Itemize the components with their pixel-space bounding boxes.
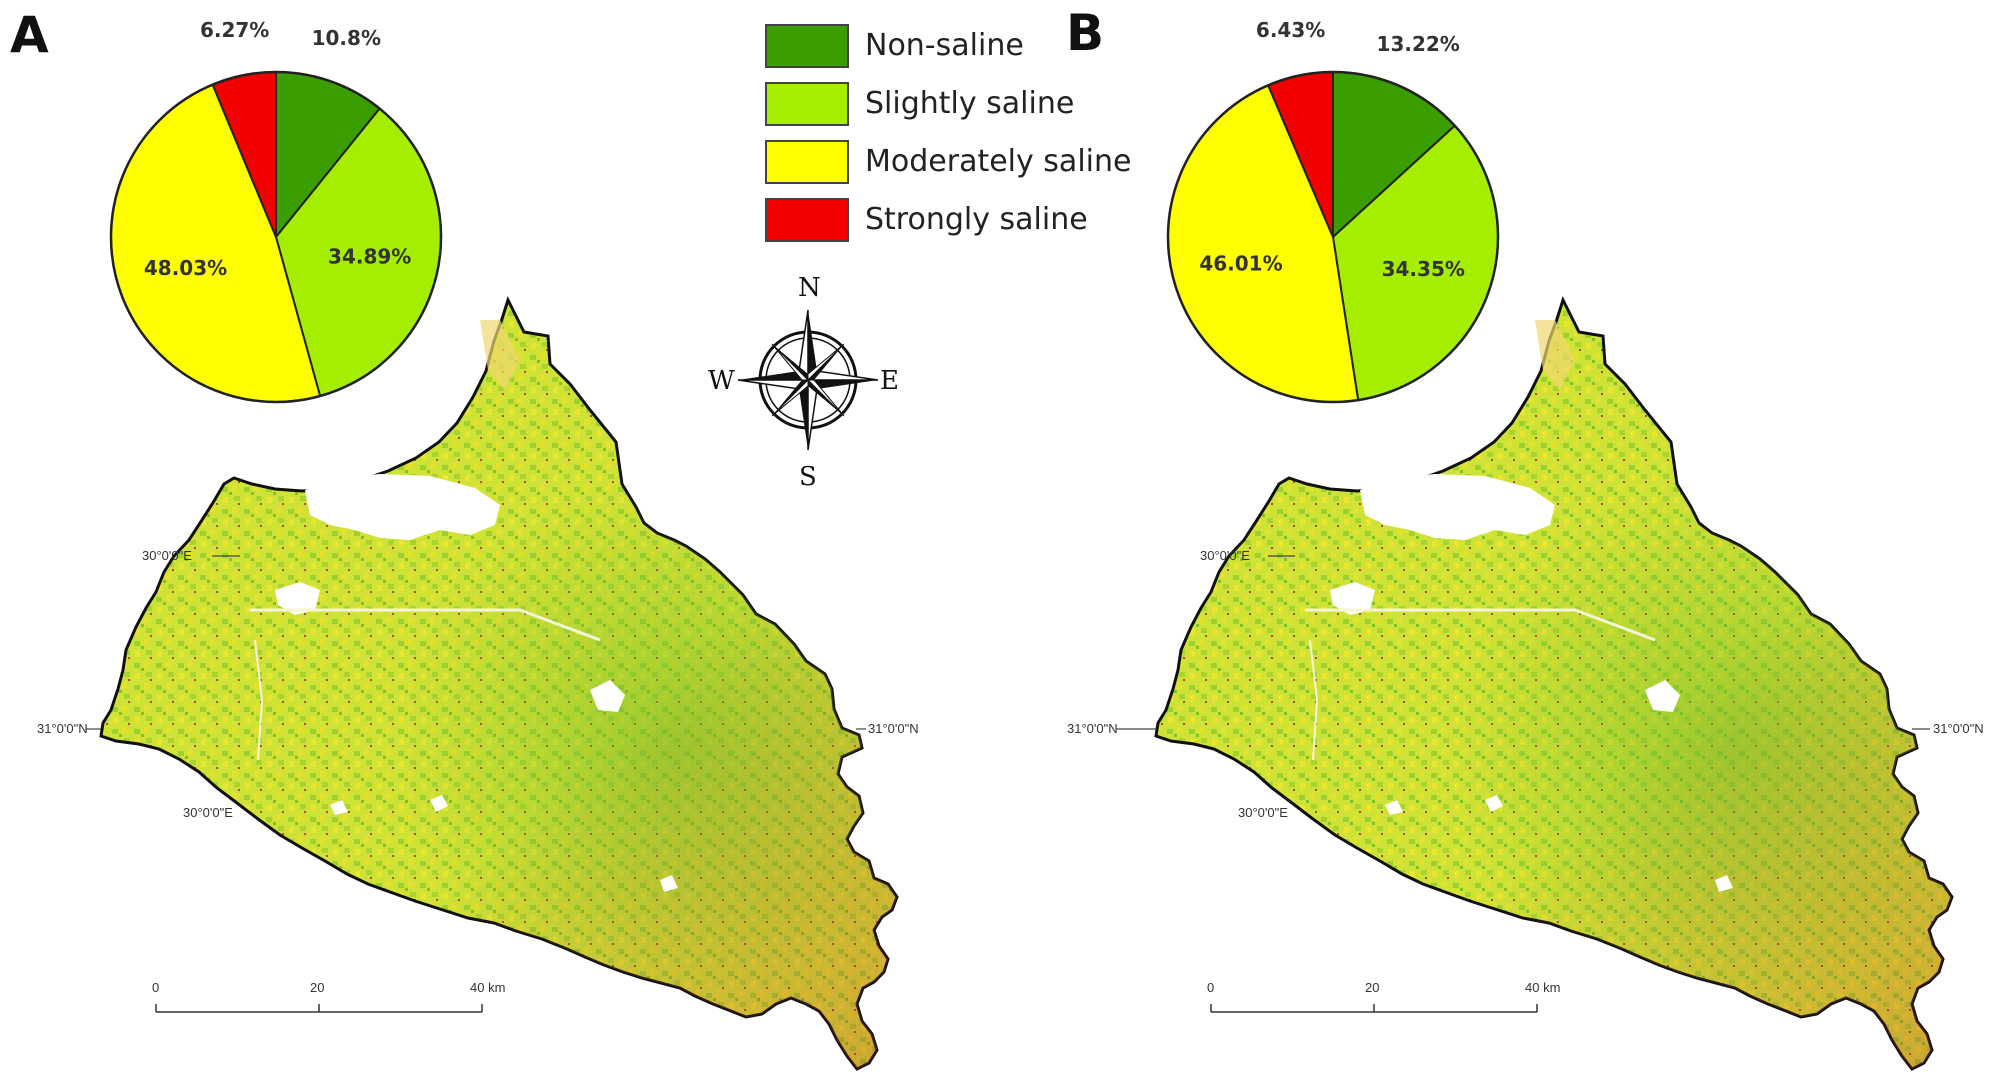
scale-tick-label: 0 <box>152 980 159 995</box>
scale-tick-label: 0 <box>1207 980 1214 995</box>
legend-swatch <box>765 82 849 126</box>
legend-label: Non-saline <box>865 28 1024 63</box>
latitude-label: 31°0'0"N <box>868 721 919 736</box>
scale-tick-label: 20 <box>310 980 324 995</box>
graticule-labels: 30°0'0"E 31°0'0"N 31°0'0"N 30°0'0"E <box>1067 548 1984 820</box>
pie-slice-label: 46.01% <box>1199 251 1282 275</box>
compass-w: W <box>708 366 735 396</box>
compass-n: N <box>798 273 821 303</box>
compass-e: E <box>880 366 899 396</box>
graticule-labels: 30°0'0"E 31°0'0"N 31°0'0"N 30°0'0"E <box>37 548 919 820</box>
salinity-map <box>1154 296 1954 1071</box>
pie-chart: 10.8% 34.89% 48.03% 6.27% <box>109 18 443 404</box>
longitude-label: 30°0'0"E <box>1238 805 1288 820</box>
panel-letter: A <box>10 6 49 64</box>
pie-chart: 13.22% 34.35% 46.01% 6.43% <box>1166 18 1500 404</box>
longitude-label: 30°0'0"E <box>1200 548 1250 563</box>
legend-swatch <box>765 198 849 242</box>
legend-label: Slightly saline <box>865 86 1075 121</box>
unclassified-area <box>1360 474 1555 540</box>
latitude-label: 31°0'0"N <box>37 721 88 736</box>
pie-slice-label: 34.89% <box>328 244 411 268</box>
scale-tick-label: 20 <box>1365 980 1379 995</box>
salinity-map <box>99 296 899 1071</box>
pie-slice-label: 34.35% <box>1382 257 1465 281</box>
pie-outline <box>109 70 443 404</box>
scale-tick-label: 40 km <box>1525 980 1560 995</box>
compass-s: S <box>799 462 817 492</box>
latitude-label: 31°0'0"N <box>1067 721 1118 736</box>
legend-label: Strongly saline <box>865 202 1088 237</box>
scale-bar: 0 20 40 km <box>1207 980 1560 1013</box>
legend-label: Moderately saline <box>865 144 1132 179</box>
unclassified-area <box>305 474 500 540</box>
pie-outline <box>1166 70 1500 404</box>
panel-letter: B <box>1066 4 1104 62</box>
longitude-label: 30°0'0"E <box>142 548 192 563</box>
legend-swatch <box>765 140 849 184</box>
latitude-label: 31°0'0"N <box>1933 721 1984 736</box>
pie-slice-label: 10.8% <box>312 26 381 50</box>
scale-bar: 0 20 40 km <box>152 980 505 1013</box>
pie-slice-label: 48.03% <box>144 256 227 280</box>
scale-tick-label: 40 km <box>470 980 505 995</box>
pie-slice-label: 6.43% <box>1256 18 1325 42</box>
longitude-label: 30°0'0"E <box>183 805 233 820</box>
north-arrow-compass: N S E W <box>708 273 899 492</box>
pie-slice-label: 13.22% <box>1377 32 1460 56</box>
pie-slice-label: 6.27% <box>200 18 269 42</box>
legend-swatch <box>765 24 849 68</box>
